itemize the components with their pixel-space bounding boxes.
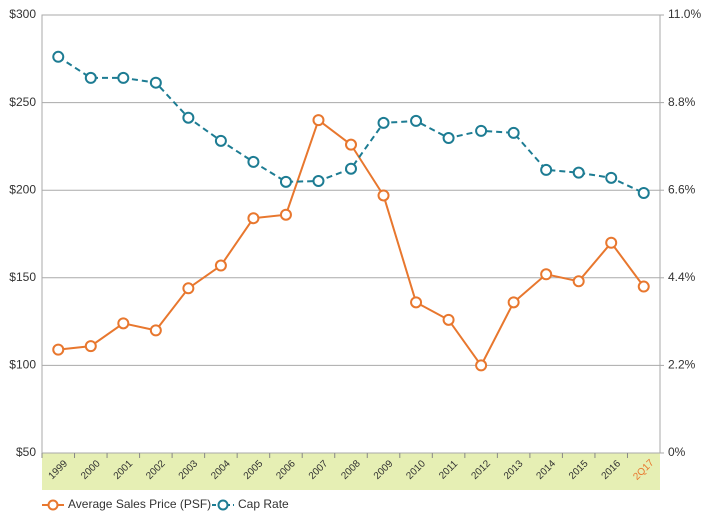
y2-tick-label: 0% xyxy=(668,445,686,459)
point xyxy=(507,126,520,139)
point xyxy=(182,111,195,124)
y-tick-label: $100 xyxy=(9,358,36,372)
point xyxy=(475,359,488,372)
y-tick-label: $300 xyxy=(9,7,36,21)
point xyxy=(377,116,390,129)
legend-label: Average Sales Price (PSF) xyxy=(68,497,211,511)
point xyxy=(572,166,585,179)
point xyxy=(345,138,357,151)
point xyxy=(214,259,227,272)
y-tick-label: $250 xyxy=(9,95,36,109)
point xyxy=(442,132,455,145)
point xyxy=(279,175,292,188)
legend-label: Cap Rate xyxy=(238,497,289,511)
series-line xyxy=(58,118,645,368)
point xyxy=(52,343,65,356)
point xyxy=(507,296,520,309)
point xyxy=(442,313,455,326)
y-tick-label: $150 xyxy=(9,270,36,284)
point xyxy=(377,189,390,202)
point xyxy=(117,317,130,330)
point xyxy=(117,71,130,84)
point xyxy=(312,114,325,127)
point xyxy=(410,296,423,309)
point xyxy=(149,324,162,337)
point xyxy=(84,71,97,84)
y2-tick-label: 6.6% xyxy=(668,182,696,196)
y2-tick-label: 2.2% xyxy=(668,358,696,372)
point xyxy=(214,134,227,147)
point xyxy=(572,275,585,288)
point xyxy=(247,212,260,225)
point xyxy=(345,162,357,175)
y2-tick-label: 8.8% xyxy=(668,95,696,109)
point xyxy=(540,268,553,281)
point xyxy=(605,171,618,184)
y-tick-label: $50 xyxy=(16,445,36,459)
point xyxy=(312,175,325,188)
point xyxy=(637,186,650,199)
point xyxy=(182,282,195,295)
point xyxy=(637,280,650,293)
category-band xyxy=(42,453,660,490)
legend-marker xyxy=(217,499,229,511)
y2-tick-label: 4.4% xyxy=(668,270,696,284)
point xyxy=(247,155,260,168)
point xyxy=(149,76,162,89)
point xyxy=(540,163,553,176)
y2-tick-label: 11.0% xyxy=(668,7,701,21)
plot-frame xyxy=(41,14,661,454)
point xyxy=(279,208,292,221)
point xyxy=(84,340,97,353)
point xyxy=(475,124,488,137)
point xyxy=(605,236,618,249)
y-tick-label: $200 xyxy=(9,182,36,196)
point xyxy=(410,114,423,127)
legend-marker xyxy=(47,499,59,511)
point xyxy=(52,50,65,63)
